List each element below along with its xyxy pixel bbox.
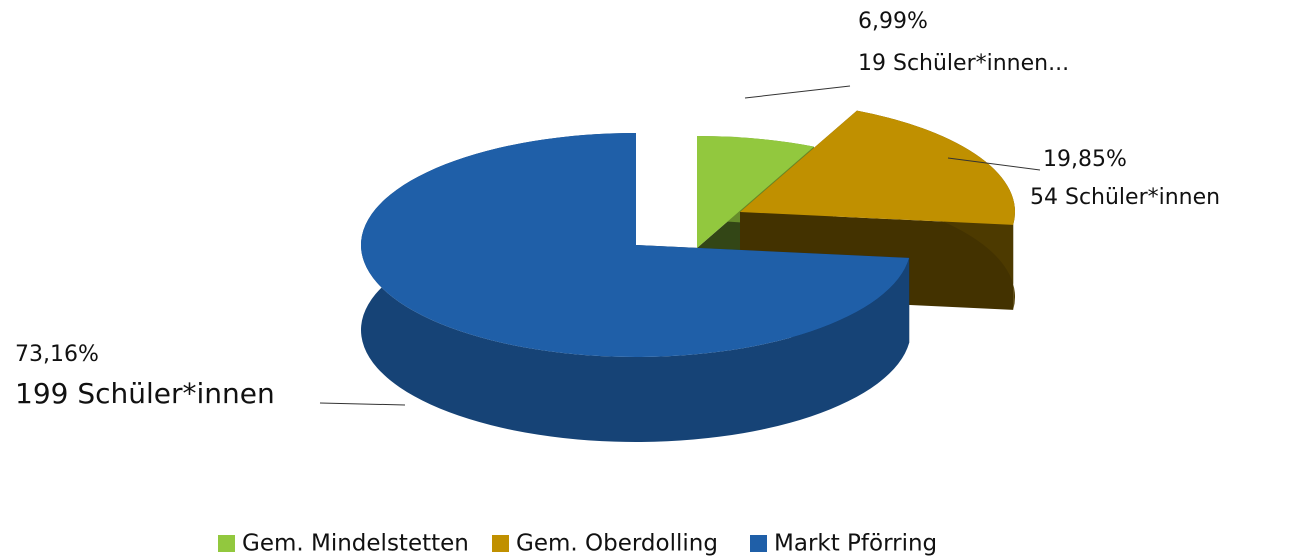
leader-line <box>744 85 851 99</box>
data-label: 73,16% <box>15 342 99 367</box>
legend-label: Gem. Oberdolling <box>516 531 718 557</box>
legend-swatch <box>750 535 767 552</box>
annotation: 54 Schüler*innen <box>1030 185 1220 210</box>
pie-tops <box>361 110 1015 357</box>
legend-swatch <box>492 535 509 552</box>
legend-label: Gem. Mindelstetten <box>242 531 469 557</box>
data-label: 19,85% <box>1043 147 1127 172</box>
slice <box>361 133 910 357</box>
annotation: 199 Schüler*innen <box>15 377 275 410</box>
data-label: 6,99% <box>858 9 928 34</box>
slice <box>697 136 814 248</box>
leader-line <box>947 157 1041 171</box>
slice <box>740 110 1015 225</box>
legend-swatch <box>218 535 235 552</box>
legend-label: Markt Pförring <box>774 531 937 557</box>
leader-line <box>319 402 406 406</box>
annotation: 19 Schüler*innen... <box>858 51 1069 76</box>
